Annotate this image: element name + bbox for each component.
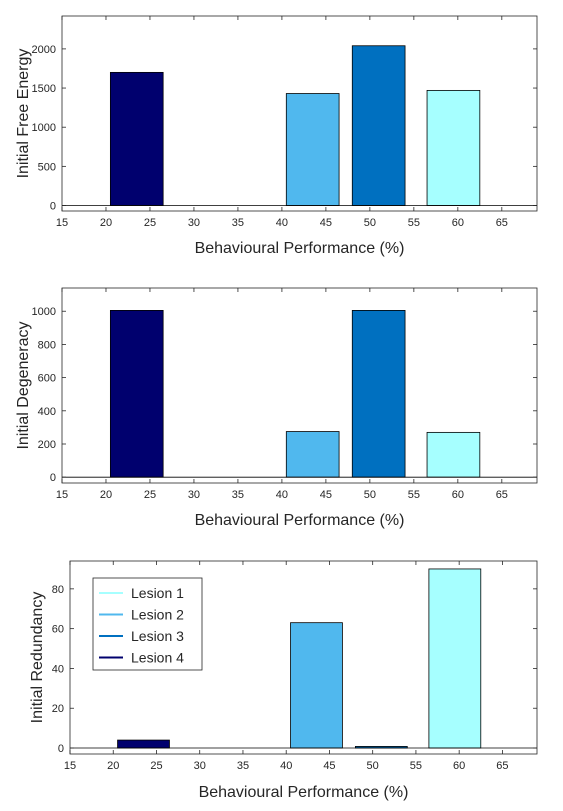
- bar-lesion-4: [109, 71, 164, 206]
- y-tick-label: 20: [52, 703, 64, 715]
- chart-panel-1: 15 20 25 30 35 40 45 50 55 60 65 0 500 1000 1500 2000 Be…: [15, 15, 538, 257]
- y-axis-label: Initial Free Energy: [15, 49, 32, 179]
- legend-label: Lesion 3: [131, 628, 184, 644]
- bar-lesion-2: [290, 622, 343, 749]
- x-tick-label: 20: [107, 760, 119, 772]
- x-tick-label: 30: [188, 217, 200, 229]
- y-tick-label: 1000: [32, 306, 56, 318]
- x-tick-label: 35: [232, 217, 244, 229]
- x-tick-label: 30: [194, 760, 206, 772]
- x-tick-label: 65: [496, 217, 508, 229]
- y-tick-label: 80: [52, 584, 64, 596]
- x-tick-label: 20: [100, 217, 112, 229]
- y-tick-label: 400: [38, 406, 56, 418]
- x-tick-label: 55: [408, 489, 420, 501]
- bar-lesion-3: [351, 310, 406, 478]
- x-tick-label: 50: [364, 489, 376, 501]
- x-tick-label: 60: [453, 760, 465, 772]
- legend-label: Lesion 2: [131, 607, 184, 623]
- y-tick-label: 800: [38, 339, 56, 351]
- chart-panel-2: 15 20 25 30 35 40 45 50 55 60 65 0 200 400 600 800 1000 B…: [15, 287, 538, 529]
- y-axis-label: Initial Degeneracy: [15, 321, 32, 449]
- y-tick-label: 0: [50, 472, 56, 484]
- x-tick-label: 50: [364, 217, 376, 229]
- chart-panel-3: 15 20 25 30 35 40 45 50 55 60 65 0 20 40 60 80 Behaviour…: [29, 560, 538, 801]
- y-tick-label: 1500: [32, 83, 56, 95]
- x-tick-label: 45: [320, 489, 332, 501]
- x-tick-label: 55: [408, 217, 420, 229]
- x-tick-label: 25: [144, 489, 156, 501]
- bar-lesion-4: [109, 310, 164, 478]
- x-tick-label: 40: [276, 217, 288, 229]
- y-tick-label: 200: [38, 439, 56, 451]
- y-tick-label: 600: [38, 373, 56, 385]
- bar-lesion-1: [428, 568, 482, 749]
- y-tick-label: 0: [58, 743, 64, 755]
- x-tick-label: 25: [144, 217, 156, 229]
- legend-label: Lesion 4: [131, 650, 184, 666]
- y-tick-label: 0: [50, 201, 56, 213]
- x-tick-label: 50: [367, 760, 379, 772]
- bar-lesion-3: [351, 45, 406, 206]
- x-tick-label: 60: [452, 217, 464, 229]
- x-axis-label: Behavioural Performance (%): [199, 784, 409, 801]
- x-tick-label: 15: [56, 217, 68, 229]
- x-tick-label: 40: [276, 489, 288, 501]
- x-tick-label: 25: [150, 760, 162, 772]
- bar-lesion-2: [285, 431, 340, 478]
- bar-lesion-4: [117, 739, 170, 749]
- x-axis-label: Behavioural Performance (%): [195, 512, 405, 529]
- y-tick-label: 60: [52, 624, 64, 636]
- y-tick-label: 500: [38, 161, 56, 173]
- y-tick-label: 1000: [32, 122, 56, 134]
- x-tick-label: 40: [280, 760, 292, 772]
- y-tick-label: 2000: [32, 44, 56, 56]
- y-tick-label: 40: [52, 663, 64, 675]
- legend-label: Lesion 1: [131, 585, 184, 601]
- x-tick-label: 30: [188, 489, 200, 501]
- x-tick-label: 45: [323, 760, 335, 772]
- x-tick-label: 65: [496, 760, 508, 772]
- x-axis-label: Behavioural Performance (%): [195, 240, 405, 257]
- bar-lesion-1: [426, 431, 481, 478]
- bar-lesion-2: [285, 93, 340, 206]
- x-tick-label: 20: [100, 489, 112, 501]
- x-tick-label: 15: [64, 760, 76, 772]
- x-tick-label: 60: [452, 489, 464, 501]
- x-tick-label: 35: [232, 489, 244, 501]
- x-tick-label: 65: [496, 489, 508, 501]
- legend: Lesion 1 Lesion 2 Lesion 3 Lesion 4: [92, 577, 203, 671]
- y-axis-label: Initial Redundancy: [29, 592, 46, 724]
- x-tick-label: 55: [410, 760, 422, 772]
- x-tick-label: 35: [237, 760, 249, 772]
- x-tick-label: 45: [320, 217, 332, 229]
- bar-lesion-1: [426, 89, 481, 206]
- x-tick-label: 15: [56, 489, 68, 501]
